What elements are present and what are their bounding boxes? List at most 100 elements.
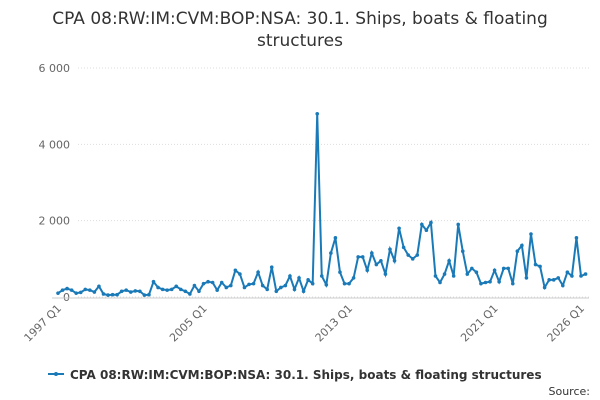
point <box>242 285 247 290</box>
point <box>561 283 565 288</box>
point <box>574 236 579 240</box>
point <box>115 292 119 297</box>
point <box>410 257 415 261</box>
point <box>215 288 219 292</box>
point <box>424 228 429 233</box>
point <box>447 258 451 263</box>
point <box>88 288 92 292</box>
point <box>338 270 342 274</box>
point <box>442 272 447 276</box>
point <box>292 287 297 292</box>
point <box>260 283 265 288</box>
point <box>288 274 292 278</box>
chart-title: CPA 08:RW:IM:CVM:BOP:NSA: 30.1. Ships, b… <box>52 9 548 51</box>
point <box>156 285 160 290</box>
point <box>110 292 115 297</box>
legend-label: CPA 08:RW:IM:CVM:BOP:NSA: 30.1. Ships, b… <box>70 368 542 382</box>
point <box>169 287 174 292</box>
point <box>392 258 397 263</box>
point <box>433 274 438 278</box>
point <box>83 287 88 292</box>
point <box>306 278 310 282</box>
point <box>415 253 420 257</box>
point <box>342 281 347 286</box>
point <box>570 274 574 278</box>
point <box>210 280 215 285</box>
point <box>479 281 483 286</box>
x-tick-label: 1997 Q1 <box>22 302 65 345</box>
point <box>365 268 370 273</box>
point <box>128 290 133 294</box>
point <box>224 285 229 290</box>
point <box>383 272 388 276</box>
point <box>520 243 524 248</box>
y-tick-label: 2 000 <box>39 215 71 228</box>
point <box>329 251 333 255</box>
point <box>451 274 456 278</box>
point <box>370 251 374 255</box>
point <box>206 279 210 284</box>
point <box>360 255 365 259</box>
x-tick-label: 2013 Q1 <box>313 302 356 345</box>
point <box>283 283 288 288</box>
point <box>542 285 547 290</box>
point <box>579 274 583 278</box>
point <box>429 220 433 225</box>
point <box>474 270 479 274</box>
point <box>178 287 183 292</box>
point <box>274 289 279 294</box>
point <box>65 286 69 291</box>
point <box>351 276 356 280</box>
point <box>92 290 97 294</box>
point <box>374 262 379 267</box>
point <box>192 283 197 288</box>
point <box>470 266 474 271</box>
point <box>547 278 551 282</box>
point <box>201 281 206 286</box>
point <box>406 253 410 257</box>
point <box>229 283 233 288</box>
point <box>583 272 588 276</box>
point <box>533 262 538 267</box>
point <box>319 274 324 278</box>
point <box>183 289 188 294</box>
point <box>165 288 169 292</box>
point <box>301 289 306 294</box>
point <box>133 289 138 293</box>
x-tick-label: 2021 Q1 <box>458 302 501 345</box>
point <box>438 280 442 285</box>
point <box>460 249 465 253</box>
point <box>324 282 329 287</box>
point <box>69 288 74 292</box>
point <box>297 276 301 280</box>
point <box>492 268 497 273</box>
point <box>106 293 110 297</box>
point <box>60 288 65 292</box>
legend-marker <box>54 372 58 376</box>
line <box>57 113 586 297</box>
point <box>524 276 529 280</box>
point <box>269 265 274 270</box>
source: Source: <box>549 385 591 398</box>
point <box>465 272 470 276</box>
point <box>515 249 520 253</box>
point <box>197 289 201 294</box>
point <box>401 245 406 250</box>
point <box>174 284 179 289</box>
point <box>101 292 106 296</box>
point <box>379 258 383 263</box>
point <box>124 288 129 292</box>
point <box>219 280 224 285</box>
point <box>501 266 506 271</box>
point <box>506 266 511 271</box>
point <box>78 290 83 295</box>
point <box>142 293 147 297</box>
x-tick-label: 2005 Q1 <box>167 302 210 345</box>
point <box>97 284 101 289</box>
point <box>510 281 515 286</box>
point <box>233 268 238 273</box>
point <box>188 292 192 296</box>
point <box>397 226 401 231</box>
point <box>347 281 351 286</box>
point <box>565 270 570 274</box>
